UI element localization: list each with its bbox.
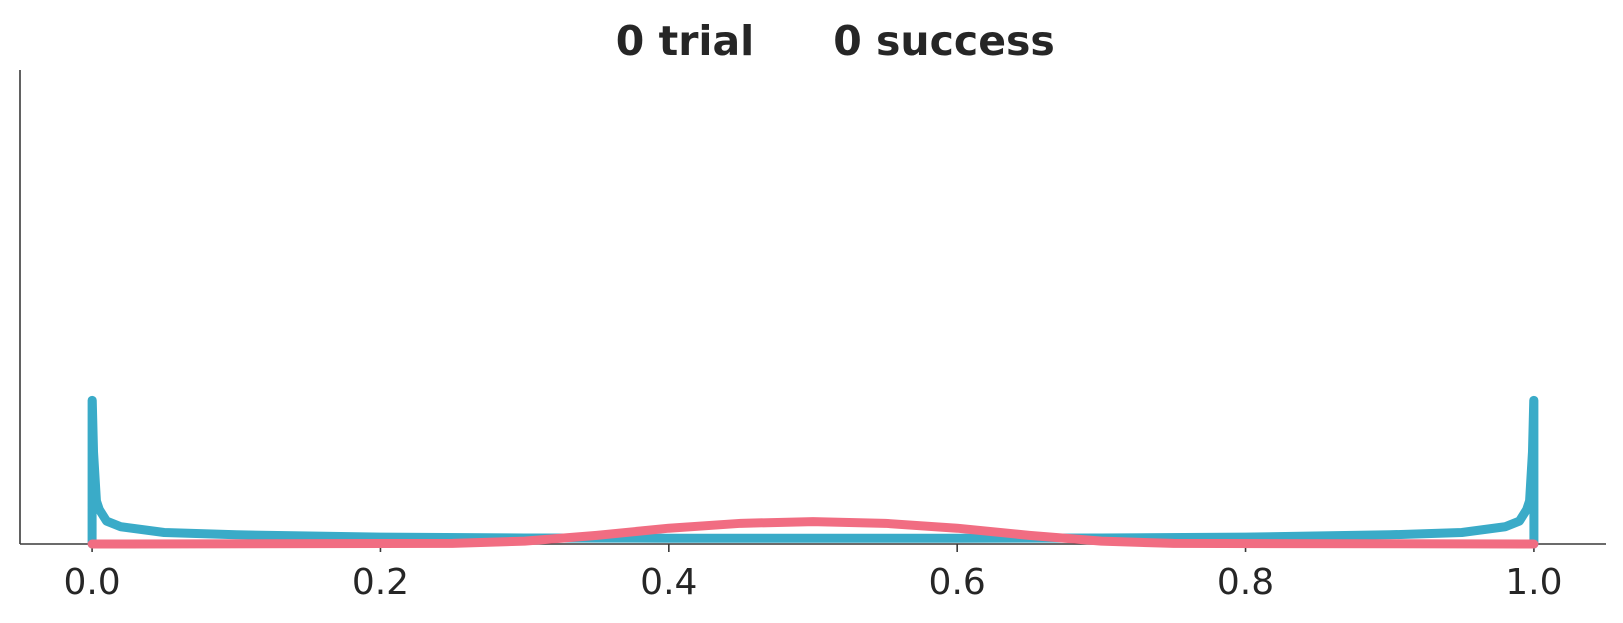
chart-title-successes: 0 success xyxy=(833,17,1055,65)
chart-title-trials: 0 trial xyxy=(616,17,754,65)
series-layer xyxy=(87,395,1539,549)
series-line-0 xyxy=(87,395,1539,549)
x-tick-label: 0.2 xyxy=(352,562,409,603)
x-tick-label: 1.0 xyxy=(1505,562,1562,603)
x-tick-label: 0.4 xyxy=(640,562,697,603)
x-tick-label: 0.0 xyxy=(63,562,120,603)
x-tick-label: 0.6 xyxy=(929,562,986,603)
x-tick-label: 0.8 xyxy=(1217,562,1274,603)
series-line-1 xyxy=(87,517,1539,549)
